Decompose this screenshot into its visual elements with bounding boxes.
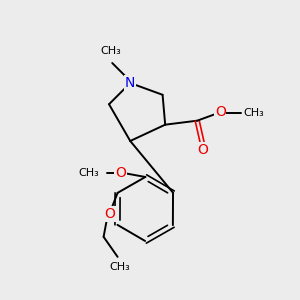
Text: CH₃: CH₃ [243, 108, 264, 118]
Text: CH₃: CH₃ [101, 46, 122, 56]
Text: CH₃: CH₃ [79, 168, 99, 178]
Text: O: O [104, 207, 115, 221]
Text: O: O [215, 105, 226, 119]
Text: N: N [125, 76, 135, 90]
Text: O: O [197, 143, 208, 157]
Text: O: O [115, 166, 126, 180]
Text: CH₃: CH₃ [109, 262, 130, 272]
